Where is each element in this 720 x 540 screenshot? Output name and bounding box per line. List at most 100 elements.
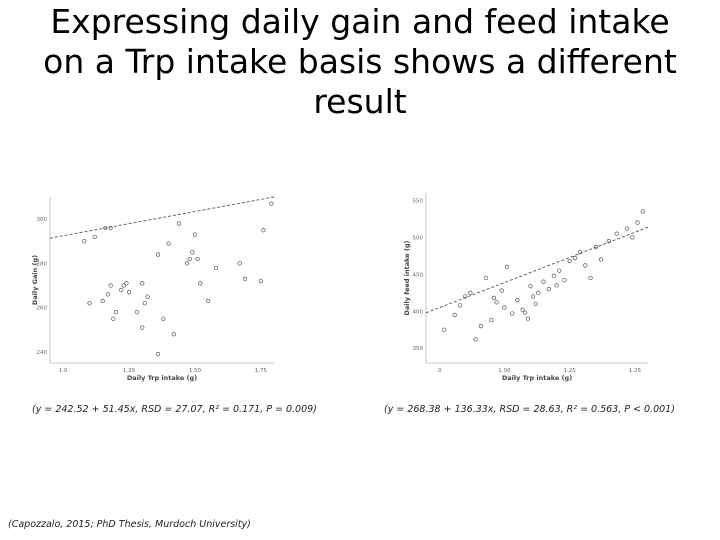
x-tick-label: 1.25	[629, 368, 642, 374]
title-line-2: on a Trp intake basis shows a different	[43, 42, 677, 81]
data-point	[155, 252, 161, 257]
daily-gain-scatter-chart: 1.0 1.25 1.50 1.75 240 260 280 300 Daily Trp in…	[31, 196, 275, 382]
y-tick-label: 280	[37, 261, 48, 267]
data-point	[121, 283, 126, 288]
data-point	[551, 273, 557, 278]
data-point	[142, 301, 148, 306]
regression-line	[49, 196, 275, 239]
data-point	[463, 294, 468, 299]
y-tick-label: 400	[413, 309, 424, 315]
data-point	[502, 305, 507, 310]
data-point	[195, 256, 200, 262]
data-point	[473, 337, 478, 342]
data-point	[598, 257, 604, 262]
y-axis-label: Daily Gain (g)	[31, 255, 39, 305]
data-point	[205, 298, 211, 304]
data-point	[87, 301, 92, 306]
data-point	[140, 281, 145, 286]
data-point	[494, 300, 499, 305]
data-point	[630, 235, 635, 240]
data-point	[483, 275, 489, 281]
x-tick-label: .0	[436, 368, 442, 374]
x-tick-label: 1.0	[59, 368, 68, 374]
data-point	[562, 278, 567, 283]
data-point	[499, 288, 504, 293]
data-point	[242, 276, 248, 282]
equation-right: (y = 268.38 + 136.33x, RSD = 28.63, R² =…	[384, 404, 675, 415]
data-point	[171, 332, 177, 337]
data-point	[510, 311, 515, 316]
data-point	[546, 286, 551, 292]
data-point	[92, 234, 97, 239]
data-point	[523, 310, 528, 315]
data-point	[82, 239, 87, 244]
data-point	[176, 221, 182, 226]
data-point	[583, 263, 588, 268]
data-point	[530, 294, 536, 299]
equation-left: (y = 242.52 + 51.45x, RSD = 27.07, R² = …	[32, 404, 317, 415]
data-point	[134, 309, 140, 315]
data-point	[593, 244, 598, 250]
data-point	[541, 279, 546, 284]
data-point	[161, 316, 166, 321]
data-point	[557, 268, 562, 273]
y-tick-label: 500	[413, 235, 424, 241]
data-point	[478, 323, 483, 329]
data-point	[113, 309, 119, 315]
x-tick-label: 1.75	[255, 368, 268, 374]
data-point	[198, 281, 203, 286]
data-point	[572, 255, 578, 261]
title-line-3: result	[313, 82, 407, 121]
x-axis-label: Daily Trp intake (g)	[127, 374, 197, 382]
data-point	[606, 238, 611, 244]
data-point	[192, 232, 198, 237]
data-point	[489, 317, 494, 323]
data-point	[554, 283, 559, 288]
daily-feed-intake-scatter-chart: .0 1.00 1.25 1.25 350 400 450 500 550 Daily Trp …	[403, 193, 649, 382]
data-point	[504, 264, 510, 270]
data-point	[536, 290, 541, 295]
x-tick-label: 1.50	[189, 368, 202, 374]
data-point	[190, 250, 195, 255]
y-tick-label: 450	[413, 272, 424, 278]
data-point	[111, 316, 116, 321]
data-point	[184, 261, 190, 266]
y-tick-label: 260	[37, 306, 48, 312]
citation: (Capozzalo, 2015; PhD Thesis, Murdoch Un…	[8, 519, 251, 530]
data-point	[515, 298, 520, 303]
data-point	[145, 294, 150, 299]
y-axis-label: Daily feed intake (g)	[403, 240, 411, 315]
slide-title: Expressing daily gain and feed intake on…	[0, 2, 720, 122]
data-point	[635, 220, 640, 225]
y-tick-label: 300	[37, 217, 48, 223]
data-point	[640, 209, 645, 214]
x-tick-label: 1.25	[564, 368, 577, 374]
data-point	[108, 283, 113, 288]
data-point	[105, 292, 111, 297]
y-tick-label: 350	[413, 346, 424, 352]
x-tick-label: 1.00	[498, 368, 511, 374]
plot-area	[426, 193, 648, 363]
data-point	[624, 226, 630, 231]
x-tick-label: 1.25	[123, 368, 136, 374]
data-point	[140, 325, 145, 330]
data-point	[525, 316, 531, 321]
data-point	[468, 290, 473, 295]
data-point	[237, 261, 242, 266]
data-point	[124, 281, 129, 286]
plot-area	[50, 197, 274, 363]
data-point	[452, 312, 457, 318]
data-point	[588, 275, 593, 281]
x-axis-label: Daily Trp intake (g)	[502, 374, 572, 382]
data-point	[126, 290, 132, 295]
data-point	[119, 287, 124, 293]
data-point	[100, 298, 105, 304]
data-point	[520, 307, 525, 312]
data-point	[166, 241, 171, 246]
y-tick-label: 550	[413, 198, 424, 204]
data-point	[567, 258, 572, 264]
y-tick-label: 240	[37, 350, 48, 356]
data-point	[491, 295, 497, 301]
data-point	[269, 201, 274, 206]
data-point	[155, 351, 161, 357]
